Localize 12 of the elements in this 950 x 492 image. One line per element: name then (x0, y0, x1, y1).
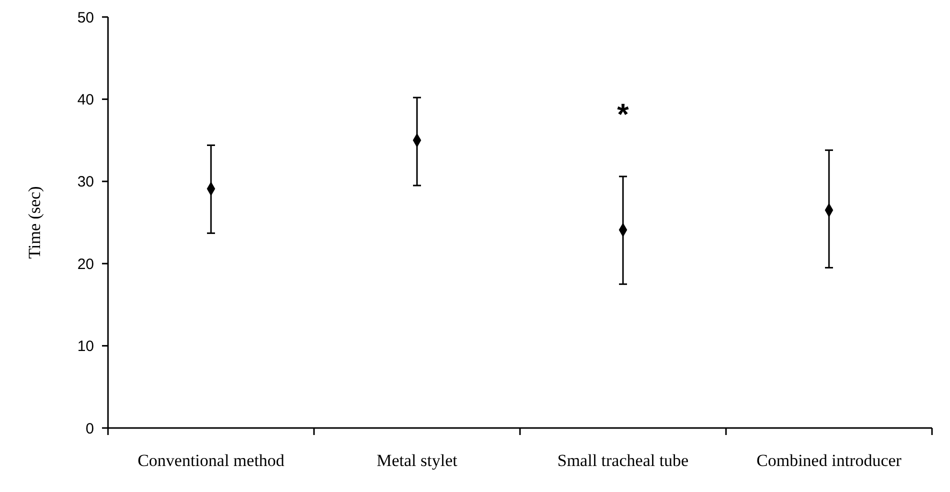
x-tick-label: Metal stylet (376, 451, 458, 470)
y-tick-label: 10 (77, 338, 94, 356)
y-tick-label: 30 (77, 174, 94, 191)
y-axis-title: Time (sec) (25, 186, 44, 259)
y-tick-label: 40 (77, 91, 94, 108)
y-tick-label: 0 (86, 420, 94, 438)
x-tick-label: Small tracheal tube (557, 451, 689, 470)
x-tick-label: Combined introducer (756, 451, 902, 470)
y-tick-label: 20 (77, 256, 94, 273)
x-tick-label: Conventional method (138, 451, 285, 470)
annotation: * (617, 98, 630, 132)
y-tick-label: 50 (77, 9, 94, 26)
